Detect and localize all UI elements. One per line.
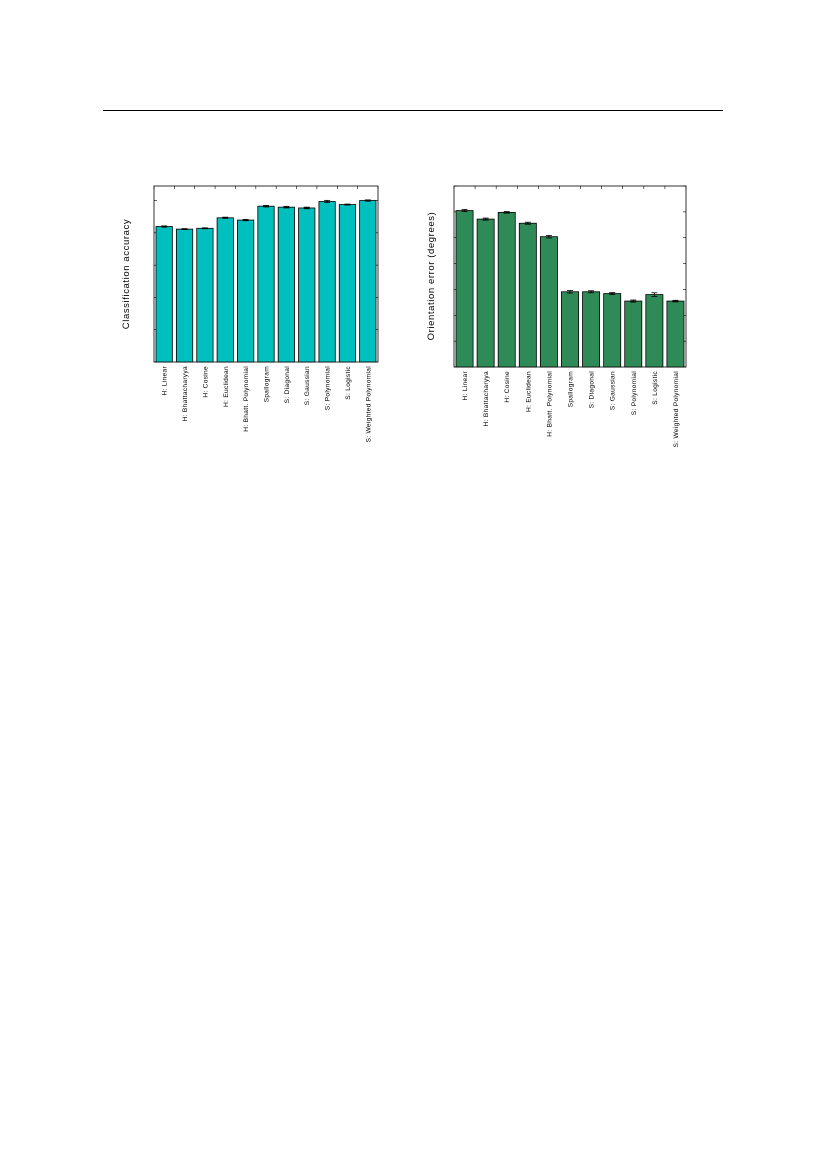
x-tick-label: Spallogram bbox=[568, 371, 575, 408]
x-tick-label: H: Bhattacharyya bbox=[483, 371, 490, 426]
bar bbox=[518, 222, 537, 368]
bar bbox=[603, 293, 622, 368]
x-tick-label: H: Bhatt. Polynomial bbox=[546, 371, 553, 437]
bar bbox=[666, 300, 685, 368]
x-tick-label: S: Logistic bbox=[345, 366, 352, 400]
bar bbox=[539, 236, 558, 368]
x-tick-label: H: Bhatt. Polynomial bbox=[243, 366, 250, 432]
x-tick-label: S: Logistic bbox=[652, 371, 659, 405]
bar bbox=[455, 210, 474, 368]
bar bbox=[476, 218, 495, 368]
x-tick-label: H: Bhattacharyya bbox=[182, 366, 189, 421]
x-tick-label: S: Polynomial bbox=[631, 371, 638, 415]
bar bbox=[645, 294, 664, 368]
bar bbox=[582, 291, 601, 368]
x-tick-label: H: Linear bbox=[162, 366, 169, 396]
bar bbox=[624, 300, 643, 368]
y-axis-label: Orientation error (degrees) bbox=[426, 212, 437, 341]
x-tick-label: H: Cosine bbox=[504, 371, 511, 403]
x-tick-label: S: Weighted Polynomial bbox=[365, 366, 372, 443]
x-tick-label: S: Diagonal bbox=[284, 366, 291, 404]
x-tick-label: H: Euclidean bbox=[525, 371, 532, 412]
bar bbox=[497, 211, 516, 368]
x-tick-label: H: Linear bbox=[462, 371, 469, 401]
x-tick-label: S: Weighted Polynomial bbox=[673, 371, 680, 448]
x-tick-label: S: Gaussian bbox=[304, 366, 311, 405]
x-tick-label: Spallogram bbox=[264, 366, 271, 403]
x-tick-label: H: Cosine bbox=[202, 366, 209, 398]
page-top-rule bbox=[103, 110, 723, 111]
x-tick-label: S: Polynomial bbox=[325, 366, 332, 410]
y-axis-label: Classification accuracy bbox=[121, 219, 132, 329]
bar bbox=[561, 291, 579, 368]
x-tick-label: H: Euclidean bbox=[223, 366, 230, 407]
x-tick-label: S: Diagonal bbox=[589, 371, 596, 409]
x-tick-label: S: Gaussian bbox=[610, 371, 617, 410]
